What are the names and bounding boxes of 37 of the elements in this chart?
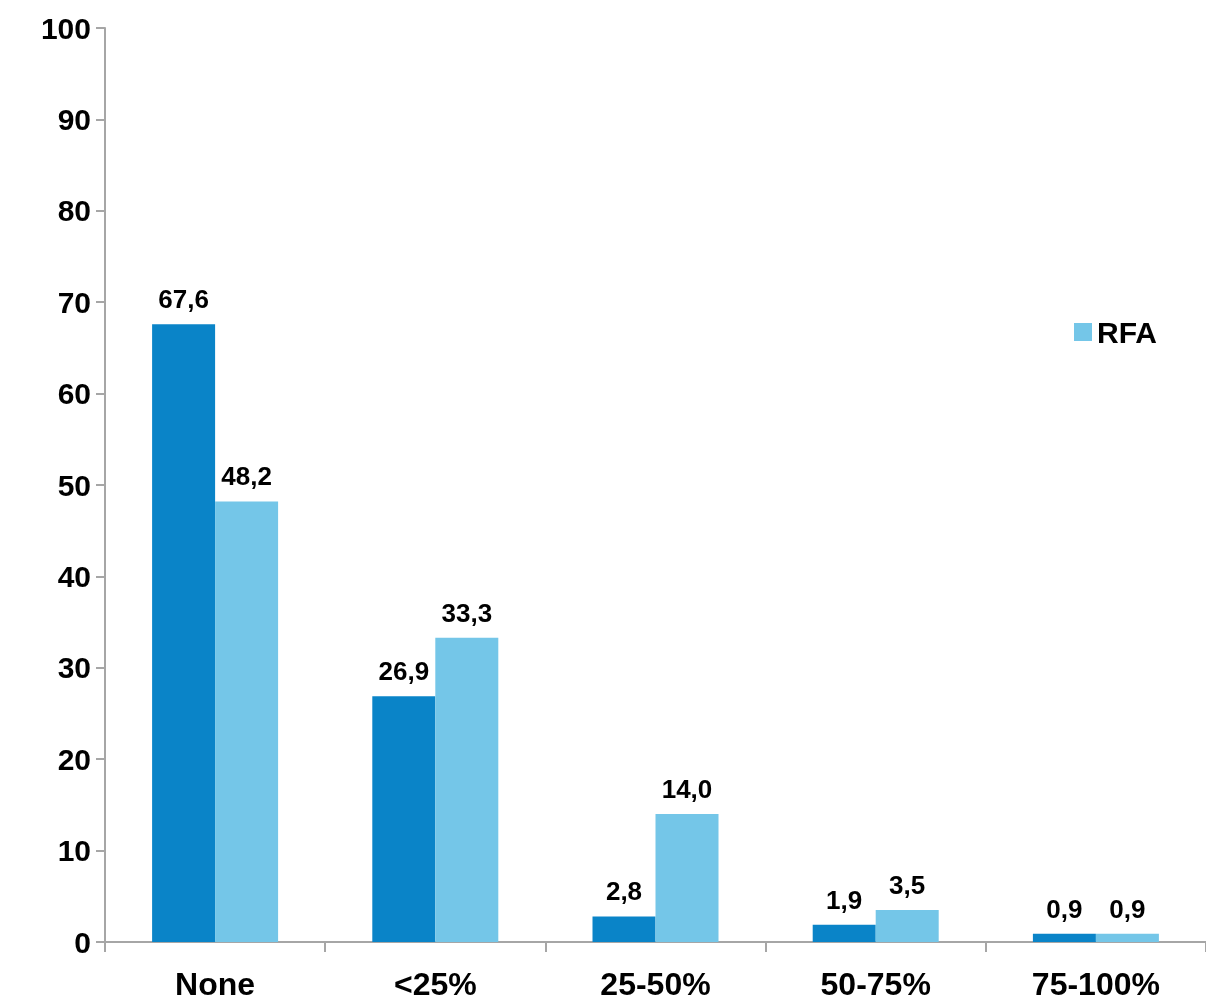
data-label: 2,8 [605,876,643,907]
bar [875,910,939,942]
bar [435,637,499,942]
y-tick-label: 10 [57,834,91,868]
y-tick-label: 80 [57,194,91,228]
x-tick-label: 25-50% [600,966,711,1002]
bar [372,696,436,942]
bar [215,501,279,942]
x-tick-label: <25% [393,966,477,1002]
data-label: 48,2 [221,461,272,492]
y-tick-label: 100 [40,11,91,45]
data-label: 0,9 [1109,893,1146,924]
bar [655,814,719,942]
data-label: 33,3 [441,597,493,628]
y-tick-label: 70 [57,285,91,319]
y-tick-label: 90 [57,102,91,136]
bar [592,916,656,942]
y-tick-label: 50 [57,468,91,502]
data-label: 14,0 [661,774,713,805]
data-label: 67,6 [158,284,209,315]
data-label: 0,9 [1046,893,1083,924]
bar [812,924,876,942]
data-label: 3,5 [889,870,926,901]
x-tick-label: None [175,966,256,1002]
x-tick-label: 50-75% [820,966,931,1002]
y-tick-label: 30 [57,651,91,685]
y-tick-label: 0 [74,925,91,959]
bar [152,324,216,942]
data-label: 1,9 [826,884,863,915]
data-label: 26,9 [378,656,430,687]
bar [1032,933,1096,942]
bar [1095,933,1159,942]
x-tick-label: 75-100% [1031,966,1160,1002]
y-tick-label: 40 [57,559,91,593]
legend-label: RFA [1097,315,1157,349]
y-tick-label: 20 [57,742,91,776]
y-tick-label: 60 [57,377,91,411]
